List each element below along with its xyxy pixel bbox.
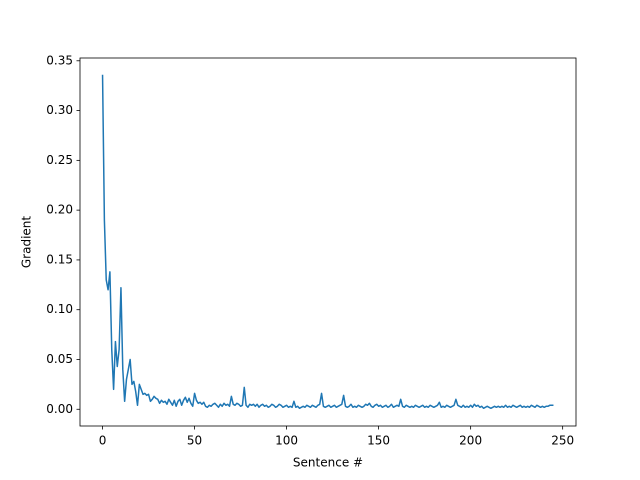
y-tick-label: 0.15 bbox=[46, 252, 73, 266]
y-axis-label: Gradient bbox=[20, 216, 34, 269]
x-tick-label: 100 bbox=[275, 434, 298, 448]
y-tick-label: 0.00 bbox=[46, 402, 73, 416]
data-line bbox=[101, 74, 554, 410]
y-tick-label: 0.30 bbox=[46, 103, 73, 117]
x-tick-label: 150 bbox=[367, 434, 390, 448]
x-tick-label: 250 bbox=[551, 434, 574, 448]
y-tick-label: 0.05 bbox=[46, 352, 73, 366]
y-tick-label: 0.35 bbox=[46, 53, 73, 67]
x-axis-label: Sentence # bbox=[293, 456, 363, 470]
plot-frame bbox=[79, 57, 577, 427]
y-tick-label: 0.10 bbox=[46, 302, 73, 316]
x-tick-label: 50 bbox=[187, 434, 202, 448]
x-tick-label: 200 bbox=[459, 434, 482, 448]
y-tick-label: 0.20 bbox=[46, 203, 73, 217]
y-tick-label: 0.25 bbox=[46, 153, 73, 167]
x-tick-label: 0 bbox=[99, 434, 107, 448]
